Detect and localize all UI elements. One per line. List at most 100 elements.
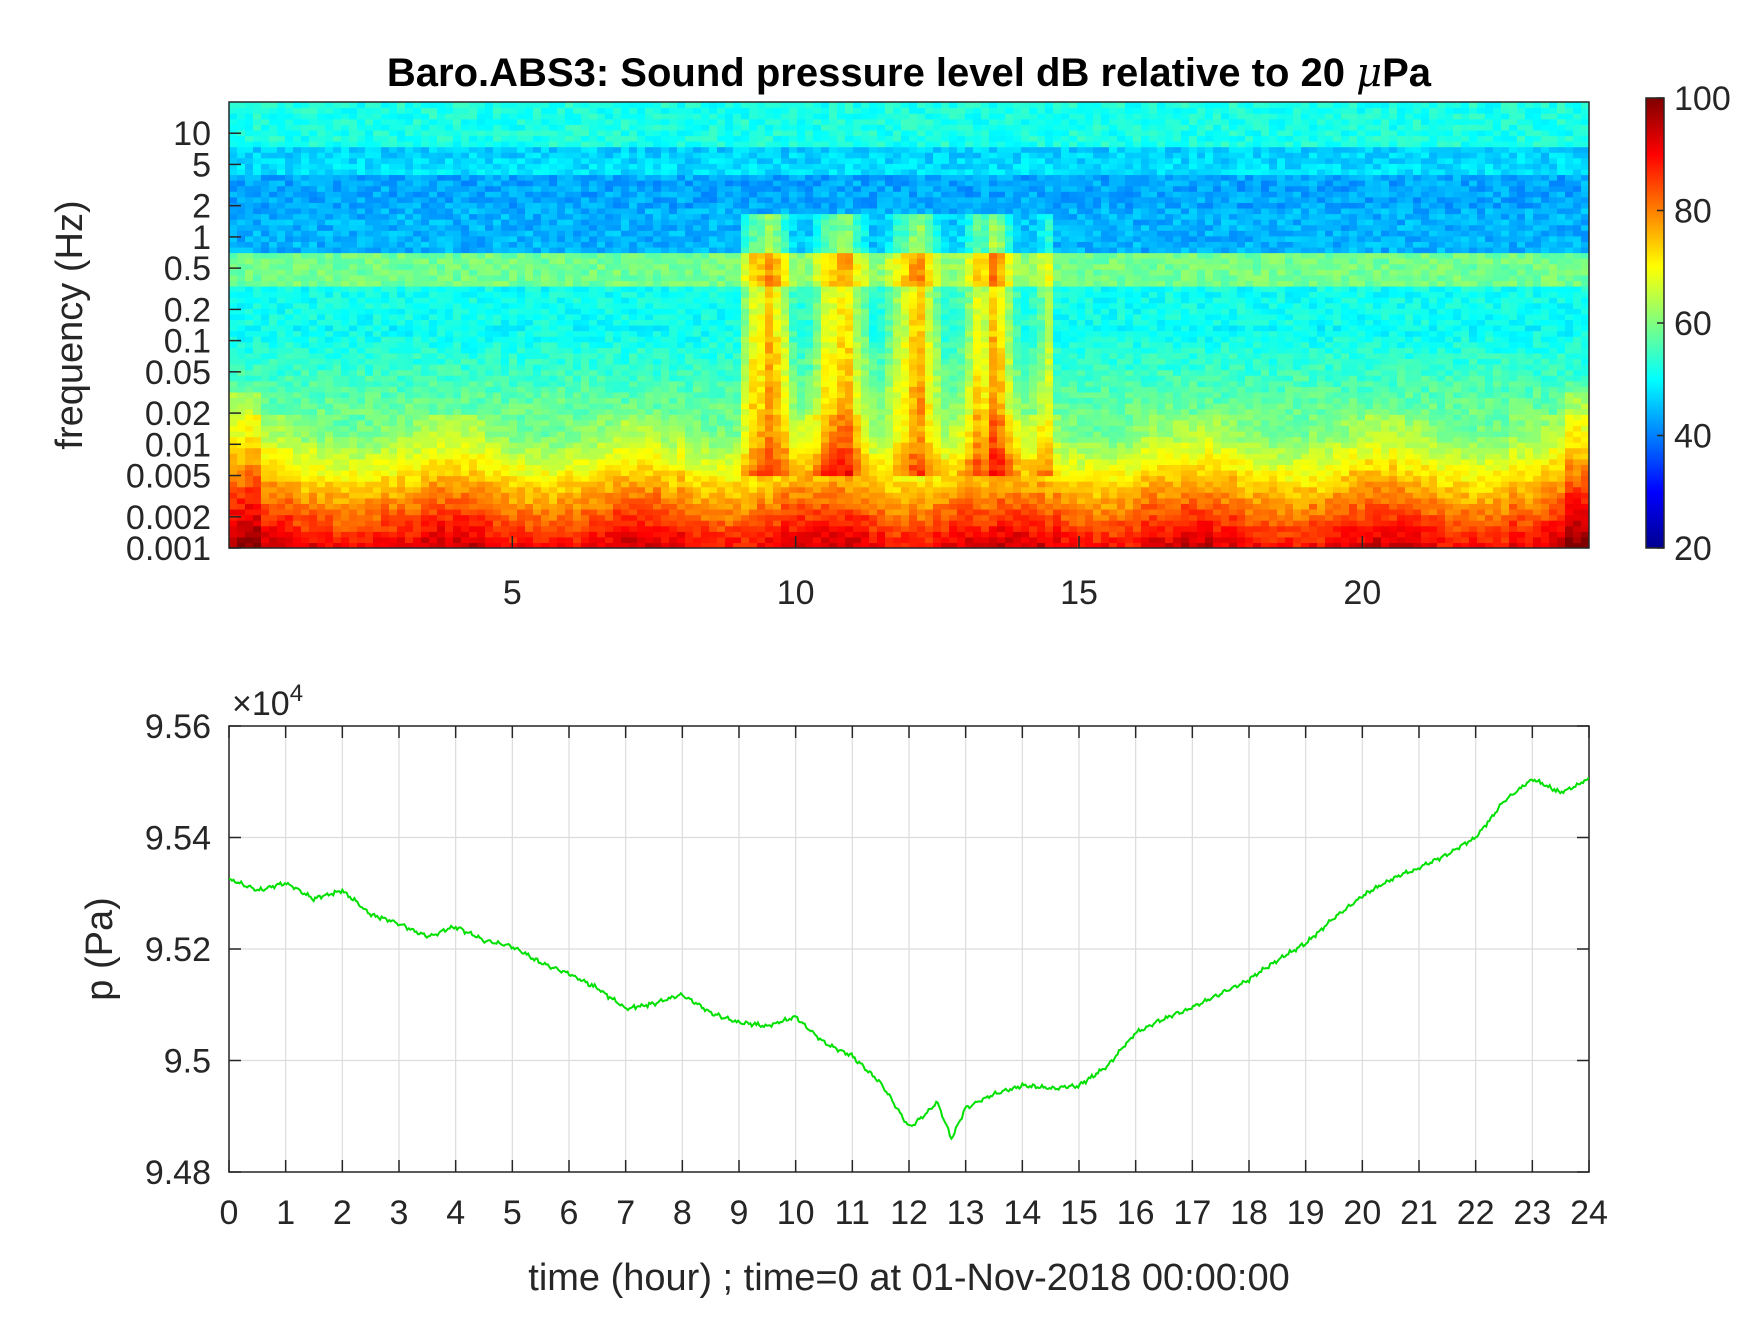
spectrogram-cell [541,124,550,131]
spectrogram-cell [477,230,486,237]
spectrogram-cell [549,414,558,421]
spectrogram-cell [429,291,438,298]
spectrogram-cell [397,486,406,493]
spectrogram-cell [517,520,526,527]
spectrogram-cell [597,475,606,482]
spectrogram-cell [581,196,590,203]
spectrogram-cell [461,118,470,125]
spectrogram-cell [341,118,350,125]
spectrogram-cell [325,341,334,348]
spectrogram-cell [365,525,374,532]
spectrogram-cell [341,180,350,187]
spectrogram-cell [413,302,422,309]
spectrogram-cell [613,403,622,410]
spectrogram-cell [493,129,502,137]
spectrogram-cell [469,252,478,259]
spectrogram-cell [557,419,566,426]
spectrogram-cell [669,492,678,499]
spectrogram-cell [525,508,534,516]
spectrogram-cell [605,531,614,538]
spectrogram-cell [573,536,582,544]
spectrogram-cell [269,341,278,348]
spectrogram-cell [533,453,542,460]
spectrogram-cell [445,481,454,488]
spectrogram-cell [605,341,614,348]
spectrogram-cell [685,191,694,198]
spectrogram-cell [557,313,566,321]
spectrogram-cell [661,458,670,465]
spectrogram-cell [557,458,566,465]
spectrogram-cell [325,531,334,538]
spectrogram-cell [469,481,478,488]
spectrogram-cell [333,497,342,504]
spectrogram-cell [237,129,246,137]
spectrogram-cell [461,352,470,360]
spectrogram-cell [549,408,558,415]
spectrogram-cell [565,202,574,209]
spectrogram-cell [517,285,526,293]
spectrogram-cell [357,352,366,360]
spectrogram-cell [413,325,422,332]
spectrogram-cell [613,369,622,376]
spectrogram-cell [349,308,358,315]
spectrogram-cell [541,475,550,482]
spectrogram-cell [509,341,518,348]
spectrogram-cell [429,219,438,226]
spectrogram-cell [373,118,382,125]
spectrogram-cell [613,336,622,343]
spectrogram-cell [453,403,462,410]
spectrogram-cell [645,241,654,248]
spectrogram-cell [701,486,710,493]
spectrogram-cell [405,246,414,254]
spectrogram-cell [381,285,390,293]
spectrogram-cell [389,347,398,354]
spectrogram-cell [605,102,614,109]
spectrogram-cell [429,464,438,471]
spectrogram-cell [549,369,558,376]
spectrogram-cell [389,118,398,125]
spectrogram-cell [373,419,382,426]
spectrogram-cell [277,269,286,276]
spectrogram-cell [501,469,510,477]
spectrogram-cell [285,246,294,254]
spectrogram-cell [349,453,358,460]
spectrogram-cell [581,453,590,460]
spectrogram-cell [341,135,350,142]
spectrogram-cell [301,230,310,237]
spectrogram-cell [605,492,614,499]
spectrogram-cell [413,174,422,181]
spectrogram-cell [685,129,694,137]
spectrogram-cell [637,219,646,226]
spectrogram-cell [269,230,278,237]
spectrogram-cell [509,129,518,137]
spectrogram-cell [333,263,342,270]
spectrogram-cell [269,246,278,254]
spectrogram-cell [717,219,726,226]
spectrogram-cell [493,341,502,348]
spectrogram-cell [333,180,342,187]
spectrogram-cell [229,280,238,287]
spectrogram-cell [397,336,406,343]
spectrogram-cell [245,213,254,220]
spectrogram-cell [485,191,494,198]
spectrogram-cell [381,514,390,521]
spectrogram-cell [461,408,470,415]
spectrogram-cell [653,146,662,153]
spectrogram-cell [349,313,358,321]
spectrogram-cell [549,508,558,516]
spectrogram-cell [469,274,478,281]
spectrogram-cell [685,447,694,454]
spectrogram-cell [493,146,502,153]
spectrogram-cell [365,174,374,181]
spectrogram-cell [229,207,238,215]
spectrogram-cell [461,168,470,176]
spectrogram-cell [701,230,710,237]
spectrogram-cell [381,341,390,348]
spectrogram-cell [629,364,638,371]
spectrogram-cell [565,258,574,265]
spectrogram-cell [309,202,318,209]
spectrogram-cell [541,118,550,125]
spectrogram-cell [301,269,310,276]
spectrogram-cell [645,347,654,354]
spectrogram-cell [653,258,662,265]
